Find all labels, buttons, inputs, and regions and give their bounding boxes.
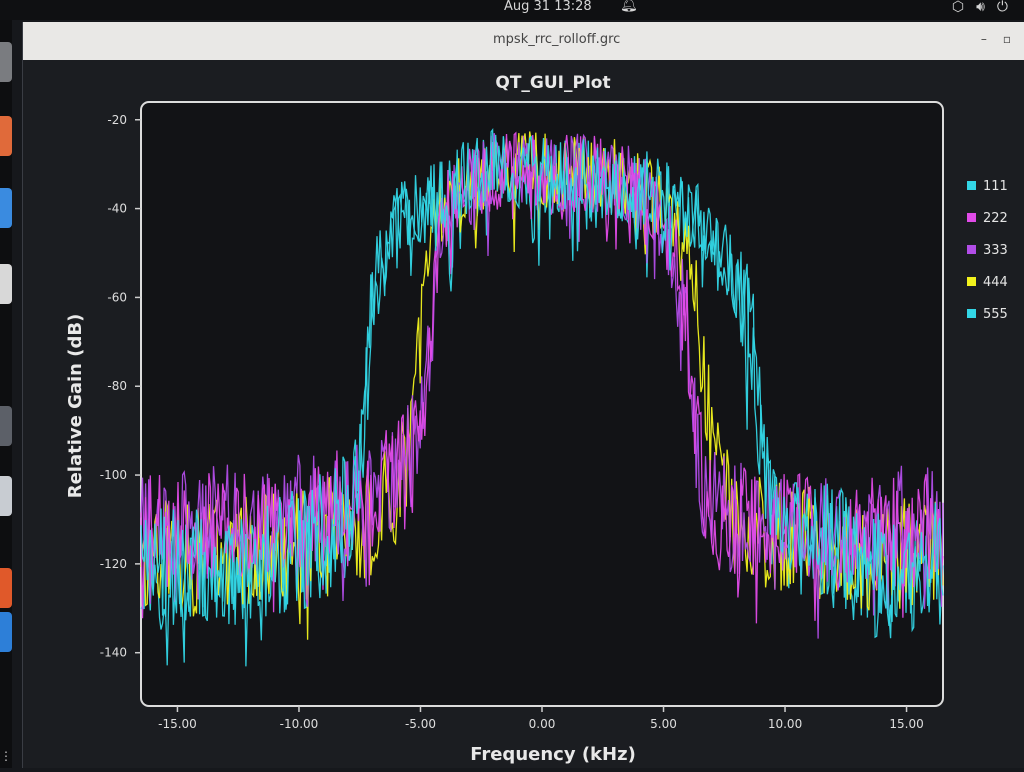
dock-app-files-icon[interactable] [0, 42, 12, 82]
x-tick-label: 0.00 [529, 717, 556, 731]
legend-swatch [967, 213, 976, 222]
window-title: mpsk_rrc_rolloff.grc [493, 32, 621, 47]
series-line-111 [140, 128, 944, 666]
dock-app-help-icon[interactable] [0, 612, 12, 652]
network-icon[interactable]: ⬡ [951, 0, 965, 15]
y-tick-label: -100 [100, 468, 127, 482]
series-layer [140, 128, 944, 667]
x-tick-label: -10.00 [280, 717, 319, 731]
x-tick-label: 5.00 [650, 717, 677, 731]
series-line-222 [140, 131, 944, 624]
legend-label[interactable]: 222 [983, 211, 1008, 226]
legend-swatch [967, 181, 976, 190]
axis-ticks: -15.00 -10.00 -5.00 0.00 5.00 10.00 15.00 -20 -4… [100, 113, 924, 731]
volume-icon[interactable]: 🔊︎ [976, 0, 985, 15]
window-titlebar[interactable]: mpsk_rrc_rolloff.grc – ▫ [23, 22, 1024, 60]
application-dock: ⋮ [0, 20, 12, 768]
frequency-plot[interactable]: QT_GUI_Plot Frequency (kHz) Relative Gai… [23, 60, 1024, 768]
dock-app-browser-icon[interactable] [0, 188, 12, 228]
dock-app-software-icon[interactable] [0, 568, 12, 608]
dock-app-office-icon[interactable] [0, 116, 12, 156]
power-icon[interactable]: ⏻ [996, 0, 1008, 15]
legend-label[interactable]: 444 [983, 275, 1008, 290]
y-tick-label: -60 [107, 290, 127, 304]
window-controls: – ▫ [981, 32, 1011, 46]
legend-label[interactable]: 111 [983, 179, 1008, 194]
legend-label[interactable]: 333 [983, 243, 1008, 258]
x-tick-label: 10.00 [768, 717, 802, 731]
y-tick-label: -20 [107, 113, 127, 127]
minimize-button[interactable]: – [980, 32, 987, 46]
dock-app-settings-icon[interactable] [0, 264, 12, 304]
dock-app-editor-icon[interactable] [0, 476, 12, 516]
x-tick-label: -5.00 [405, 717, 436, 731]
x-tick-label: 15.00 [889, 717, 923, 731]
dock-app-terminal-icon[interactable] [0, 406, 12, 446]
plot-window: mpsk_rrc_rolloff.grc – ▫ QT_GUI_Plot Fre… [22, 22, 1024, 768]
y-tick-label: -80 [107, 379, 127, 393]
legend-swatch [967, 277, 976, 286]
clock-label[interactable]: Aug 31 13:28 [504, 0, 592, 14]
plot-area: QT_GUI_Plot Frequency (kHz) Relative Gai… [23, 60, 1024, 768]
notification-bell-icon[interactable]: 🔔︎ [620, 0, 638, 13]
maximize-button[interactable]: ▫ [1002, 32, 1011, 46]
y-tick-label: -140 [100, 646, 127, 660]
system-top-bar: Aug 31 13:28 🔔︎ ⬡ 🔊︎ ⏻ [0, 0, 1024, 20]
x-axis-label: Frequency (kHz) [470, 744, 636, 765]
legend-swatch [967, 245, 976, 254]
show-apps-grid-icon[interactable]: ⋮ [0, 749, 12, 763]
y-axis-label: Relative Gain (dB) [65, 314, 86, 499]
y-tick-label: -40 [107, 202, 127, 216]
system-tray[interactable]: ⬡ 🔊︎ ⏻ [952, 0, 1008, 15]
legend-swatch [967, 309, 976, 318]
x-tick-label: -15.00 [158, 717, 197, 731]
legend-label[interactable]: 555 [983, 307, 1008, 322]
chart-title: QT_GUI_Plot [495, 73, 610, 93]
legend[interactable]: 111 222 333 444 555 [967, 179, 1008, 322]
y-tick-label: -120 [100, 557, 127, 571]
